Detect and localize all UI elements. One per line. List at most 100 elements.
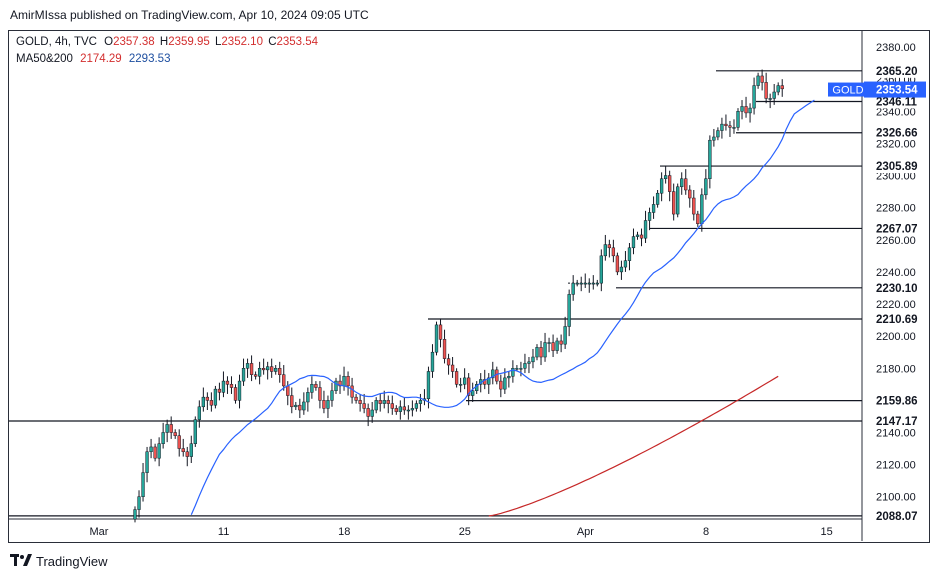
candle-body (233, 387, 238, 401)
candle-body (386, 400, 390, 404)
candle-body (651, 204, 656, 213)
publisher-line: AmirMIssa published on TradingView.com, … (10, 8, 369, 22)
x-tick-label: 18 (338, 526, 350, 538)
close-label: C (268, 36, 277, 48)
candle-body (330, 390, 334, 401)
candle-body (591, 282, 595, 285)
candle-body (430, 351, 435, 372)
candle-body (338, 380, 342, 387)
candle-body (434, 324, 439, 353)
candle-body (615, 255, 620, 273)
price-level-label-bg (864, 508, 926, 523)
candle-body (153, 446, 157, 459)
candle-body (696, 213, 700, 224)
candle-body (627, 247, 632, 261)
candles-group (133, 69, 784, 523)
candle-body (237, 380, 242, 401)
candle-body (149, 446, 153, 453)
ohlc-row: GOLD, 4h, TVC O2357.38 H2359.95 L2352.10… (16, 34, 320, 51)
candle-body (181, 448, 185, 453)
candle-body (350, 385, 354, 398)
high-label: H (159, 36, 169, 48)
candle-body (318, 387, 322, 401)
candle-body (270, 366, 274, 372)
candle-body (748, 107, 752, 114)
y-tick-label: 2380.00 (876, 42, 916, 54)
candle-body (245, 363, 250, 369)
candle-body (535, 347, 539, 358)
candle-body (366, 408, 370, 417)
candle-body (519, 368, 523, 370)
candle-body (643, 220, 648, 239)
candle-body (165, 424, 169, 433)
candle-body (253, 374, 258, 377)
ma50-value: 2174.29 (80, 53, 122, 65)
candle-body (374, 400, 378, 411)
price-level-label: 2210.69 (876, 314, 918, 326)
y-tick-label: 2180.00 (876, 363, 916, 375)
candle-body (575, 282, 579, 285)
candle-body (639, 234, 644, 239)
x-tick-label: Mar (90, 526, 109, 538)
candle-body (780, 85, 784, 90)
candle-body (454, 371, 459, 385)
candle-body (663, 175, 668, 179)
candle-body (274, 368, 278, 372)
candle-body (209, 400, 214, 406)
candle-body (539, 347, 543, 358)
candle-body (599, 255, 603, 284)
candle-body (310, 384, 314, 393)
candle-body (314, 384, 318, 388)
candle-body (249, 363, 254, 375)
candle-body (438, 324, 443, 340)
candle-body (298, 404, 302, 411)
brand-name: TradingView (36, 553, 108, 569)
candle-body (676, 186, 680, 215)
price-level-label: 2305.89 (876, 161, 918, 173)
candle-body (205, 396, 210, 401)
price-level-label-bg (864, 393, 926, 408)
high-value: 2359.95 (168, 36, 210, 48)
candle-body (760, 75, 764, 83)
price-level-label-bg (864, 280, 926, 295)
symbol-tag (828, 82, 868, 97)
price-level-label-bg (864, 311, 926, 326)
candle-body (712, 136, 716, 141)
candle-body (772, 91, 776, 99)
candle-body (346, 376, 350, 387)
x-tick-label: 11 (218, 526, 229, 538)
price-level-label: 2147.17 (876, 416, 918, 428)
ma-label: MA50&200 (16, 53, 73, 65)
candle-body (302, 401, 306, 411)
candle-body (607, 244, 612, 249)
candle-body (225, 380, 230, 385)
candle-body (394, 408, 398, 412)
candle-body (499, 380, 503, 390)
candle-body (257, 368, 262, 377)
candle-body (611, 247, 616, 257)
candle-body (623, 260, 628, 268)
candle-body (278, 368, 282, 375)
candle-body (133, 509, 137, 520)
candle-body (358, 400, 362, 404)
candle-body (708, 139, 712, 179)
candle-body (442, 339, 447, 359)
current-price-tag (864, 81, 926, 98)
candle-body (776, 85, 780, 93)
footer: TradingView (10, 553, 108, 569)
candle-body (728, 125, 732, 128)
candle-body (515, 368, 519, 370)
chart-frame (8, 30, 930, 543)
candle-body (768, 98, 772, 100)
low-label: L (215, 36, 222, 48)
candle-body (410, 408, 415, 411)
x-tick-label: 15 (820, 526, 832, 538)
candle-body (322, 400, 326, 409)
candle-body (169, 424, 173, 433)
candle-body (213, 388, 218, 406)
candle-body (342, 376, 346, 387)
candle-body (736, 111, 740, 128)
candle-body (362, 403, 366, 409)
candle-body (551, 342, 555, 351)
